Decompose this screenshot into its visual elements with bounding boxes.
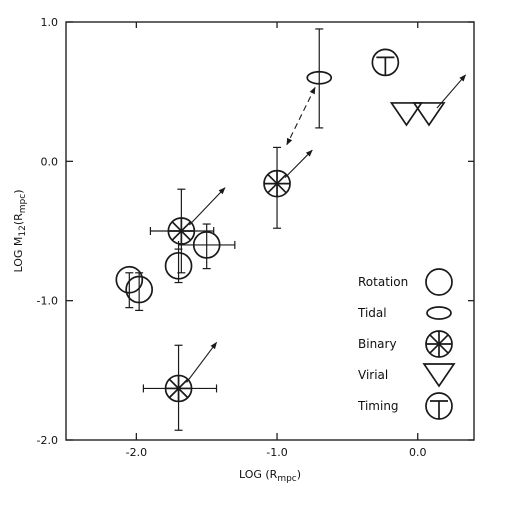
x-tick-label: -1.0 (266, 446, 287, 459)
data-point (149, 187, 226, 274)
binary-spoke (267, 173, 287, 194)
data-point (412, 74, 467, 127)
legend-label: Virial (358, 368, 388, 382)
binary-spoke (171, 221, 192, 241)
virial-triangle (389, 102, 424, 127)
y-axis-label: LOG M12(Rmpc) (12, 189, 28, 272)
binary-marker (167, 217, 196, 245)
virial-marker (389, 102, 424, 127)
legend-item: Virial (358, 363, 456, 388)
x-tick-label: 0.0 (409, 446, 427, 459)
lower-limit-arrow (436, 74, 467, 109)
legend: Rotation Tidal Binary Virial Timing (357, 268, 456, 420)
rotation-circle (192, 231, 221, 259)
lower-limit-arrow (284, 149, 313, 179)
rotation-marker (164, 251, 193, 280)
rotation-circle (115, 265, 144, 294)
legend-label: Rotation (358, 275, 408, 289)
lower-limit-arrow (188, 187, 226, 226)
rotation-marker (125, 275, 154, 304)
tidal-ellipse (426, 306, 452, 320)
binary-spoke (168, 378, 189, 399)
virial-triangle (422, 363, 456, 388)
virial-triangle (412, 102, 446, 127)
tidal-marker (426, 306, 452, 320)
binary-marker (425, 330, 453, 358)
y-axis-label-subscript: 12 (18, 225, 28, 236)
rotation-circle (164, 251, 193, 280)
y-axis-label-subscript-2: mpc (18, 194, 28, 213)
virial-marker (412, 102, 446, 127)
y-tick-label: -2.0 (37, 434, 58, 447)
legend-label: Binary (358, 337, 397, 351)
rotation-marker (115, 265, 144, 294)
lower-limit-arrow (186, 341, 217, 383)
legend-label: Tidal (357, 306, 387, 320)
legend-label: Timing (357, 399, 399, 413)
rotation-circle (125, 275, 154, 304)
rotation-circle (425, 268, 453, 296)
binary-spoke (429, 334, 449, 354)
legend-item: Timing (357, 392, 453, 420)
virial-marker (422, 363, 456, 388)
x-axis-label: LOG (Rmpc) (239, 468, 301, 484)
legend-item: Tidal (357, 306, 452, 320)
data-point (263, 146, 313, 229)
data-point (125, 272, 154, 312)
legend-item: Rotation (358, 268, 453, 296)
tidal-marker (306, 70, 333, 85)
data-points (115, 28, 467, 431)
rotation-marker (425, 268, 453, 296)
y-tick-label: -1.0 (37, 295, 58, 308)
data-point (389, 102, 424, 127)
data-point (306, 28, 333, 129)
y-tick-label: 0.0 (41, 155, 59, 168)
binary-marker (164, 374, 193, 403)
binary-marker (263, 169, 291, 198)
data-point (371, 48, 400, 77)
rotation-marker (192, 231, 221, 259)
y-tick-label: 1.0 (41, 16, 59, 29)
data-point (115, 265, 144, 309)
legend-item: Binary (358, 330, 453, 358)
x-axis-label-subscript: mpc (277, 474, 296, 484)
timing-marker (425, 392, 453, 420)
data-point (164, 248, 193, 284)
plot-frame (65, 21, 475, 441)
tick-labels: -2.0 -1.0 0.0 1.0 0.0 -1.0 -2.0 (37, 16, 427, 459)
timing-marker (371, 48, 400, 77)
ticks (66, 21, 474, 441)
x-tick-label: -2.0 (126, 446, 147, 459)
dashed-arrow (286, 86, 316, 146)
tidal-ellipse (306, 70, 333, 85)
data-point (142, 341, 218, 431)
